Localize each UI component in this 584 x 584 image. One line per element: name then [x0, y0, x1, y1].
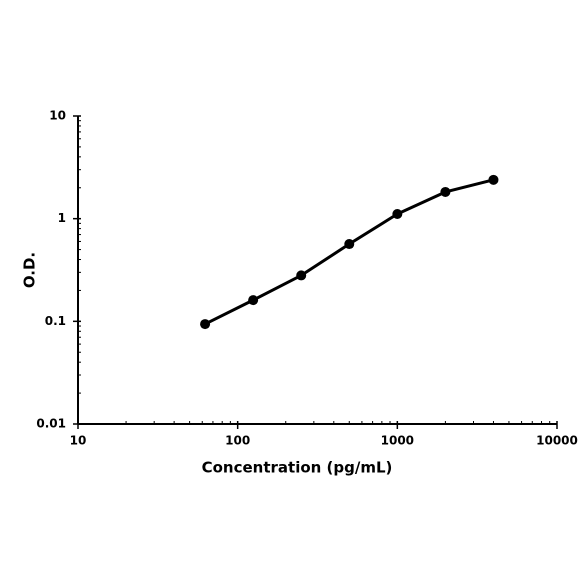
data-point	[248, 295, 259, 306]
data-point	[440, 186, 451, 197]
data-point	[488, 174, 499, 185]
data-point	[392, 209, 403, 220]
x-tick-label: 100	[225, 434, 250, 448]
series-line	[204, 178, 494, 326]
y-tick-label: 0.1	[45, 314, 66, 328]
y-tick-label: 0.01	[36, 417, 66, 431]
x-tick-label: 10000	[536, 434, 578, 448]
data-point	[344, 239, 355, 250]
data-point	[296, 270, 307, 281]
y-axis-title: O.D.	[21, 252, 39, 288]
x-tick-label: 10	[70, 434, 87, 448]
x-tick-label: 1000	[381, 434, 414, 448]
x-axis-title: Concentration (pg/mL)	[202, 459, 393, 477]
y-tick-label: 10	[49, 109, 66, 123]
data-point	[200, 319, 211, 330]
y-tick-label: 1	[58, 211, 66, 225]
